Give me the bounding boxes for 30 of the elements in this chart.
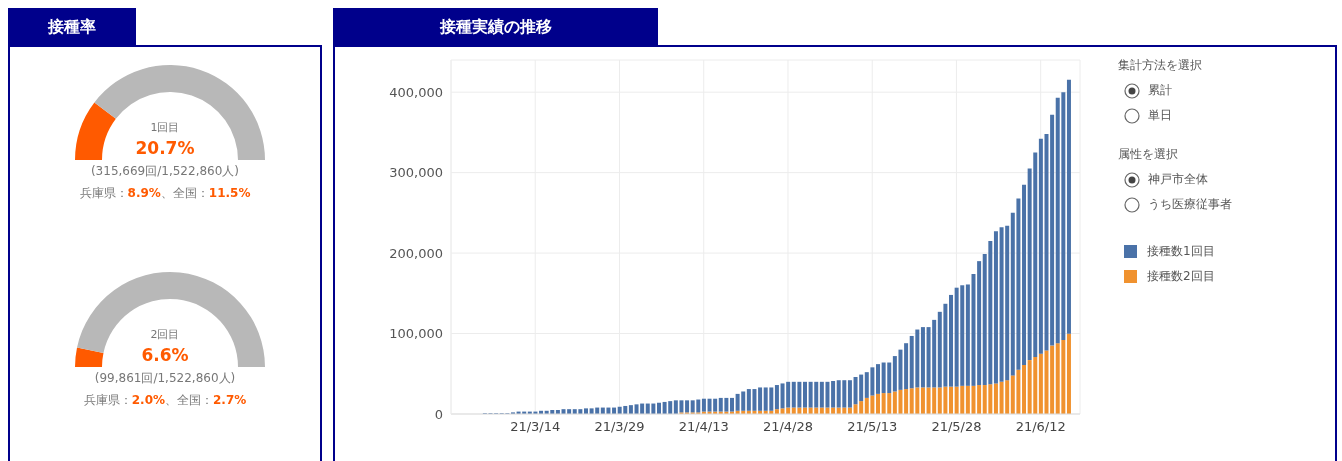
x-tick-label: 21/6/12: [1015, 419, 1066, 435]
text: 累計: [1148, 82, 1172, 99]
x-tick-label: 21/3/14: [510, 419, 561, 435]
text: 20.7%: [134, 137, 196, 160]
x-tick-label: 21/4/28: [762, 419, 814, 435]
x-tick-label: 21/4/13: [678, 419, 729, 435]
chart-title: 接種率: [8, 8, 136, 45]
text: 単日: [1148, 107, 1172, 124]
y-tick-label: 300,000: [389, 165, 443, 181]
text: 6.6%: [140, 344, 190, 367]
text: 2回目: [149, 327, 181, 343]
legend-label: 接種数2回目: [1147, 268, 1215, 285]
text: 兵庫県：8.9%、全国：11.5%: [79, 186, 251, 200]
y-tick-label: 400,000: [389, 84, 443, 100]
legend-label: 接種数1回目: [1147, 243, 1215, 260]
x-tick-label: 21/3/29: [594, 419, 645, 435]
text: 属性を選択: [1118, 146, 1179, 163]
text: (315,669回/1,522,860人): [90, 164, 240, 178]
text: (99,861回/1,522,860人): [94, 371, 236, 385]
text: 集計方法を選択: [1118, 57, 1203, 74]
text: 兵庫県：2.0%、全国：2.7%: [83, 393, 247, 407]
y-tick-label: 200,000: [389, 245, 443, 261]
text: うち医療従事者: [1148, 196, 1232, 213]
chart-title: 接種実績の推移: [333, 8, 658, 45]
y-tick-label: 0: [434, 406, 443, 422]
text: 神戸市全体: [1148, 171, 1208, 188]
text: 1回目: [149, 120, 181, 136]
x-tick-label: 21/5/28: [931, 419, 982, 435]
y-tick-label: 100,000: [389, 326, 443, 342]
x-tick-label: 21/5/13: [847, 419, 898, 435]
